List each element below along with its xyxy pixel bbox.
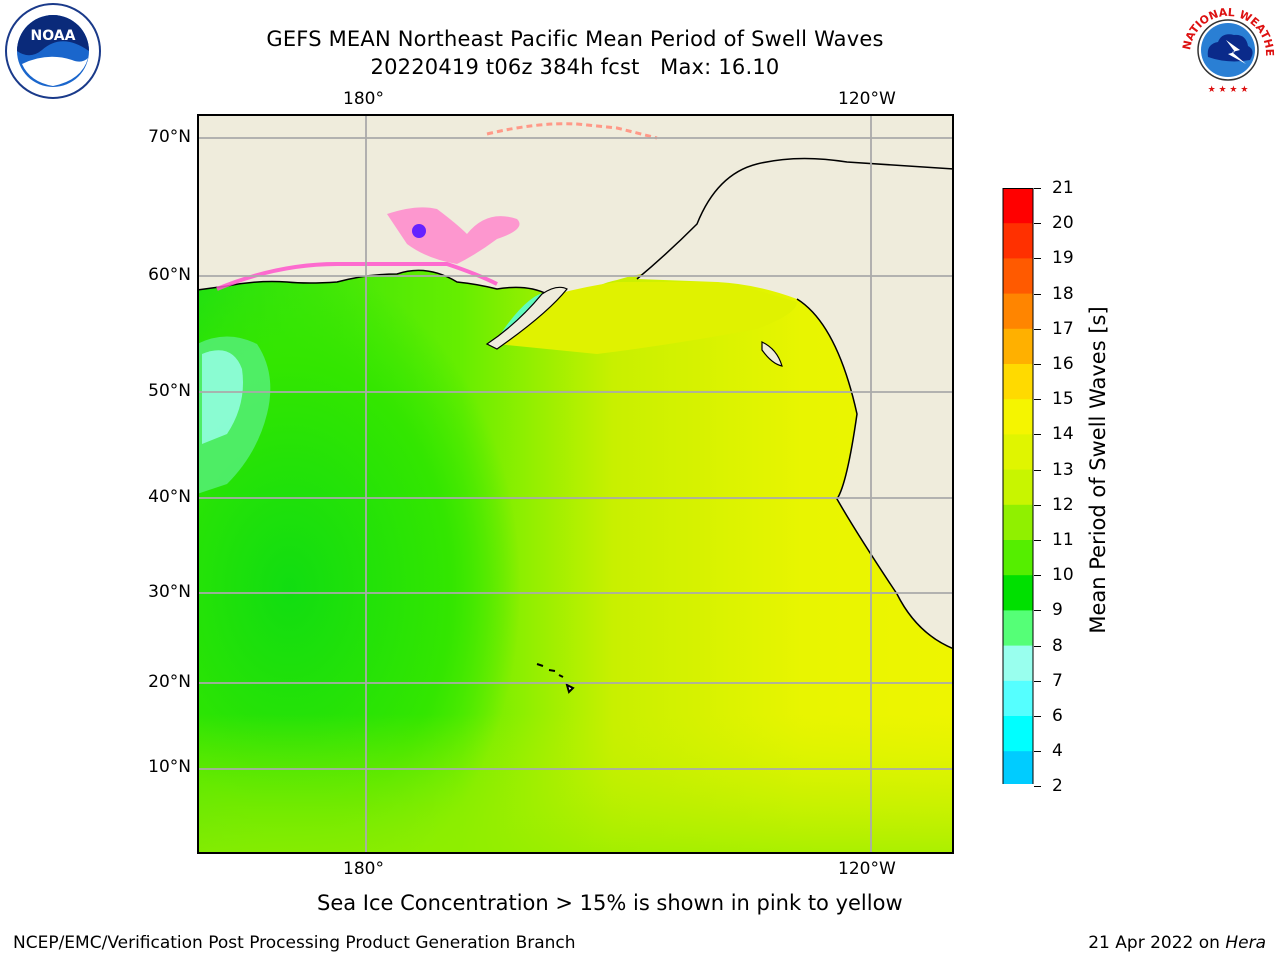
lat-label-70n: 70°N xyxy=(148,127,191,147)
colorbar-tick-mark xyxy=(1034,786,1041,788)
colorbar-tick-label: 19 xyxy=(1052,248,1074,269)
colorbar-tick-label: 8 xyxy=(1052,635,1063,656)
lat-label-10n: 10°N xyxy=(148,757,191,777)
colorbar-frame xyxy=(1002,188,1034,784)
colorbar-tick-mark xyxy=(1034,434,1041,436)
lat-label-30n: 30°N xyxy=(148,582,191,602)
colorbar-tick-mark xyxy=(1034,293,1041,295)
colorbar-segment xyxy=(1003,716,1033,752)
swell-period-map xyxy=(197,114,954,854)
footer-date-text: 21 Apr 2022 on xyxy=(1088,933,1220,953)
sea-ice-edge xyxy=(216,261,498,291)
colorbar-tick-label: 21 xyxy=(1052,178,1074,198)
colorbar-tick-label: 20 xyxy=(1052,213,1074,234)
colorbar-segment xyxy=(1003,504,1033,541)
colorbar-segment xyxy=(1003,258,1033,295)
chart-subtitle: 20220419 t06z 384h fcst Max: 16.10 xyxy=(370,55,780,79)
colorbar-tick-mark xyxy=(1034,680,1041,682)
colorbar-segment xyxy=(1003,540,1033,576)
sea-ice-bering xyxy=(387,207,520,264)
colorbar-tick-label: 18 xyxy=(1052,283,1074,304)
colorbar-segment xyxy=(1003,399,1033,435)
colorbar-tick-mark xyxy=(1034,364,1041,365)
colorbar-tick-label: 7 xyxy=(1052,670,1063,691)
footer-date: 21 Apr 2022 on Hera xyxy=(1088,933,1266,953)
colorbar-segment xyxy=(1003,223,1033,259)
colorbar-segment xyxy=(1003,751,1033,784)
colorbar-tick-mark xyxy=(1034,258,1041,260)
colorbar-tick-mark xyxy=(1034,469,1041,471)
colorbar-tick-label: 10 xyxy=(1052,565,1074,586)
svg-text:★ ★ ★ ★: ★ ★ ★ ★ xyxy=(1208,85,1249,95)
colorbar-label: Mean Period of Swell Waves [s] xyxy=(1086,306,1110,634)
bottom-lon-label-120w: 120°W xyxy=(838,859,896,879)
chart-title: GEFS MEAN Northeast Pacific Mean Period … xyxy=(266,27,884,51)
colorbar-tick-mark xyxy=(1034,645,1041,647)
colorbar xyxy=(1002,188,1034,784)
coastline-alaska xyxy=(197,269,548,295)
footer-host: Hera xyxy=(1225,933,1266,953)
colorbar-segment xyxy=(1003,328,1033,365)
colorbar-segment xyxy=(1003,293,1033,330)
lat-label-20n: 20°N xyxy=(148,672,191,692)
colorbar-tick-label: 6 xyxy=(1052,706,1063,726)
colorbar-tick-mark xyxy=(1034,575,1041,577)
colorbar-segment xyxy=(1003,680,1033,717)
vancouver-island xyxy=(761,341,783,367)
colorbar-tick-label: 17 xyxy=(1052,318,1074,339)
footer-credit: NCEP/EMC/Verification Post Processing Pr… xyxy=(13,933,576,953)
colorbar-tick-label: 11 xyxy=(1052,530,1074,550)
land-east xyxy=(637,158,954,649)
svg-text:NOAA: NOAA xyxy=(31,28,76,44)
colorbar-tick-label: 13 xyxy=(1052,459,1074,480)
colorbar-segment xyxy=(1003,610,1033,647)
ocean-south-band xyxy=(197,714,954,854)
colorbar-tick-mark xyxy=(1034,610,1041,612)
lat-label-50n: 50°N xyxy=(148,381,191,401)
colorbar-tick-label: 12 xyxy=(1052,494,1074,515)
sea-ice-note: Sea Ice Concentration > 15% is shown in … xyxy=(317,891,903,915)
colorbar-tick-mark xyxy=(1034,223,1041,225)
sea-ice-core xyxy=(412,224,426,238)
colorbar-segment xyxy=(1003,575,1033,611)
colorbar-tick-mark xyxy=(1034,716,1041,717)
bottom-lon-label-180: 180° xyxy=(343,859,384,879)
lat-label-60n: 60°N xyxy=(148,265,191,285)
colorbar-tick-label: 9 xyxy=(1052,600,1063,621)
colorbar-tick-mark xyxy=(1034,188,1041,189)
sea-ice-arctic xyxy=(486,122,658,140)
noaa-logo: NOAA xyxy=(5,3,101,99)
nws-logo: NATIONAL WEATHER SERVICE ★ ★ ★ ★ xyxy=(1178,2,1276,96)
lat-label-40n: 40°N xyxy=(148,487,191,507)
colorbar-segment xyxy=(1003,188,1033,224)
colorbar-tick-mark xyxy=(1034,328,1041,330)
colorbar-tick-mark xyxy=(1034,504,1041,506)
colorbar-segment xyxy=(1003,469,1033,506)
gulf-of-alaska xyxy=(497,282,797,354)
map-frame xyxy=(197,114,954,854)
colorbar-tick-mark xyxy=(1034,399,1041,401)
colorbar-tick-label: 4 xyxy=(1052,741,1063,762)
colorbar-segment xyxy=(1003,645,1033,682)
hawaii-islands xyxy=(536,663,575,694)
colorbar-tick-label: 14 xyxy=(1052,424,1074,445)
colorbar-tick-mark xyxy=(1034,540,1041,541)
coastline-east xyxy=(636,157,954,650)
graticule xyxy=(197,114,954,854)
colorbar-tick-label: 2 xyxy=(1052,776,1063,797)
colorbar-segment xyxy=(1003,364,1033,400)
cyan-patch xyxy=(202,350,243,444)
colorbar-tick-label: 15 xyxy=(1052,389,1074,410)
top-lon-label-120w: 120°W xyxy=(838,89,896,109)
colorbar-tick-mark xyxy=(1034,751,1041,753)
colorbar-tick-label: 16 xyxy=(1052,354,1074,374)
top-lon-label-180: 180° xyxy=(343,89,384,109)
alaska-peninsula xyxy=(485,286,568,350)
land-north-coast xyxy=(197,114,954,194)
colorbar-segment xyxy=(1003,434,1033,471)
